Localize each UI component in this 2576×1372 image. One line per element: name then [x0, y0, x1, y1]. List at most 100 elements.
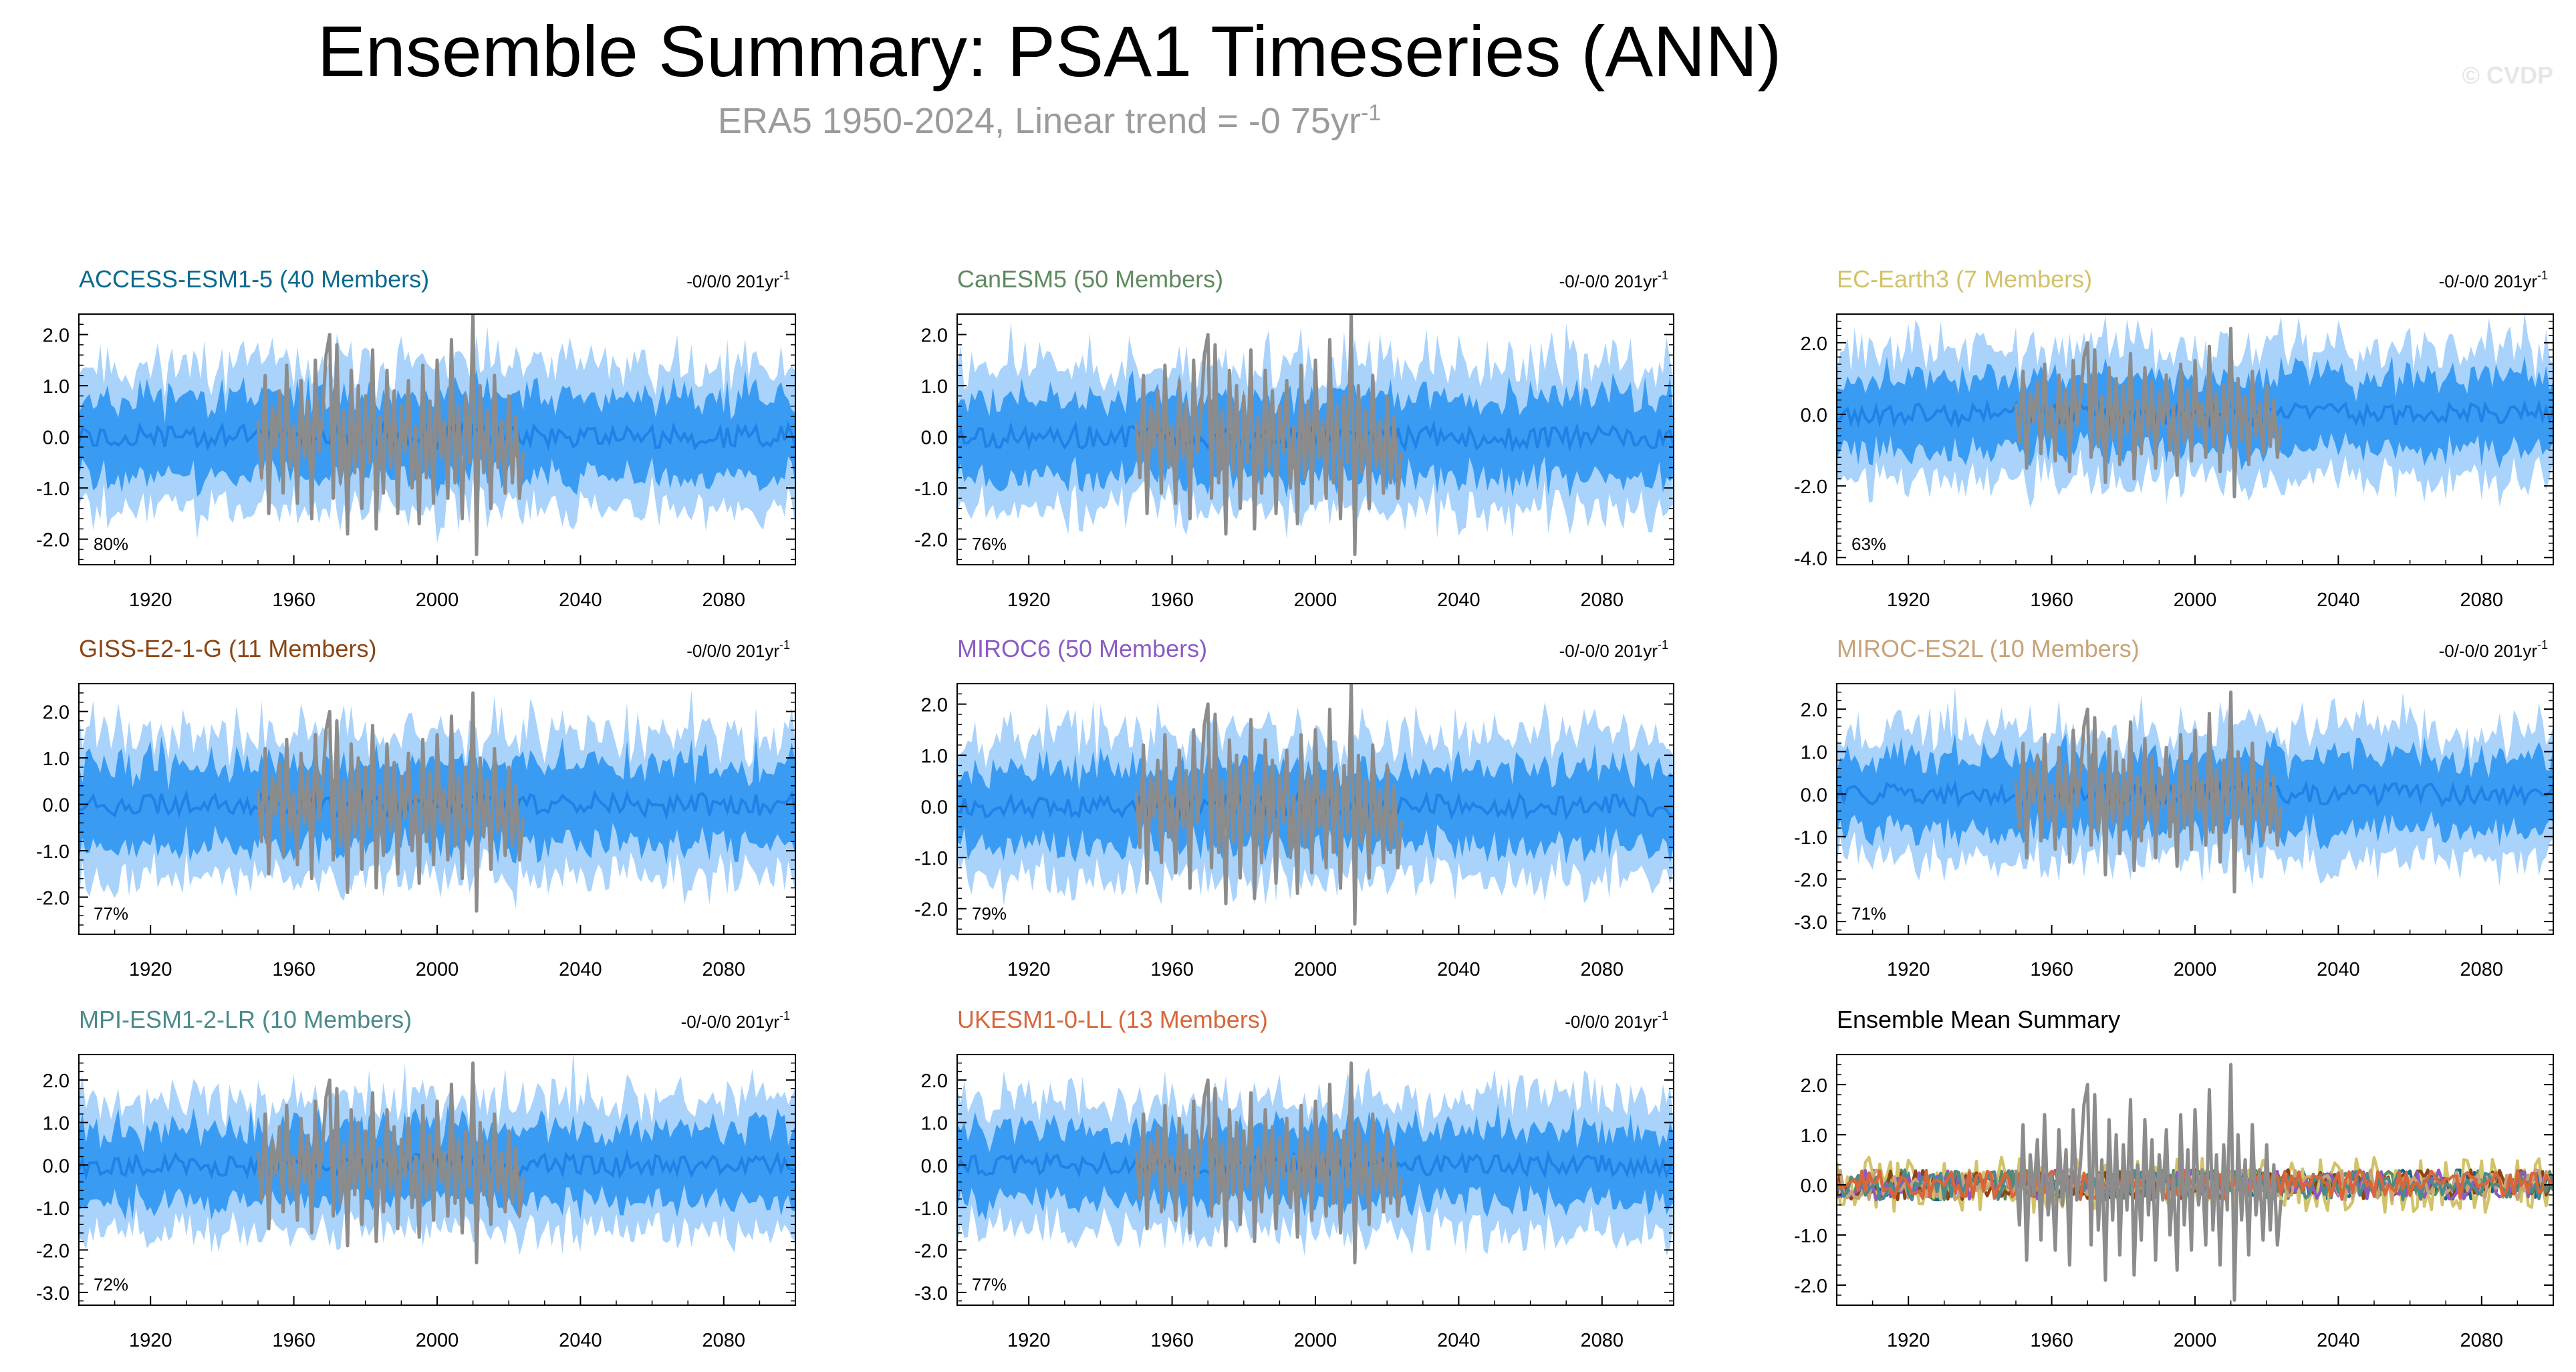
panel-title: MIROC-ES2L (10 Members)	[1837, 635, 2140, 662]
x-tick-label: 1960	[1150, 589, 1194, 611]
x-tick-label: 2000	[2174, 589, 2217, 611]
page-title: Ensemble Summary: PSA1 Timeseries (ANN)	[317, 11, 1782, 92]
x-tick-label: 2000	[1294, 959, 1337, 980]
series-line-ukesm1-0-ll	[1837, 1168, 2553, 1202]
ensemble-mean-line	[957, 420, 1674, 453]
observed-series-line	[2014, 690, 2283, 894]
x-tick-label: 2040	[2317, 959, 2360, 980]
plot-area	[957, 684, 1674, 926]
plot-area	[957, 314, 1674, 557]
y-tick-label: -1.0	[36, 1198, 70, 1220]
panel-trend-exponent: -1	[1658, 638, 1668, 652]
x-tick-label: 2040	[1437, 589, 1480, 611]
panel-title: MIROC6 (50 Members)	[957, 635, 1207, 662]
page-subtitle: ERA5 1950-2024, Linear trend = -0 75yr-1	[0, 100, 2099, 142]
y-tick-label: 2.0	[921, 695, 948, 716]
panel-2: CanESM5 (50 Members) -0/-0/0 201yr-1 2.0 1.…	[914, 265, 1674, 611]
panel-trend-exponent: -1	[2537, 269, 2548, 282]
y-tick-label: 0.0	[43, 1155, 70, 1177]
panel-7: MPI-ESM1-2-LR (10 Members) -0/-0/0 201yr-…	[36, 1006, 796, 1351]
panel-title: MPI-ESM1-2-LR (10 Members)	[79, 1006, 412, 1033]
plot-area	[79, 1055, 795, 1264]
panel-trend-exponent: -1	[779, 638, 790, 652]
panel-title: UKESM1-0-LL (13 Members)	[957, 1006, 1268, 1033]
y-tick-label: -4.0	[1794, 548, 1827, 569]
x-tick-label: 1960	[2030, 959, 2073, 980]
x-tick-label: 1960	[2030, 1330, 2073, 1351]
x-tick-label: 1960	[1150, 1330, 1194, 1351]
ensemble-mean-line	[79, 1149, 795, 1181]
y-tick-label: -2.0	[914, 1240, 948, 1262]
percent-label: 79%	[972, 904, 1007, 924]
x-tick-label: 1960	[272, 589, 315, 611]
y-tick-label: -1.0	[1794, 1226, 1827, 1247]
observed-series-line	[2014, 326, 2283, 499]
x-tick-label: 1920	[1887, 959, 1930, 980]
y-tick-label: 2.0	[921, 325, 948, 347]
y-tick-label: 0.0	[43, 428, 70, 449]
y-tick-label: 1.0	[921, 746, 948, 767]
x-tick-label: 1960	[272, 959, 315, 980]
watermark: © CVDP	[2462, 61, 2553, 89]
x-tick-label: 1960	[2030, 589, 2073, 611]
ensemble-mean-line	[957, 791, 1674, 821]
plot-area	[79, 689, 795, 913]
percent-label: 77%	[94, 904, 128, 924]
panel-title: Ensemble Mean Summary	[1837, 1006, 2120, 1033]
percent-label: 63%	[1851, 534, 1886, 554]
y-tick-label: -1.0	[1794, 827, 1827, 849]
y-tick-label: 1.0	[921, 1113, 948, 1135]
y-tick-label: -2.0	[36, 1240, 70, 1262]
x-tick-label: 1960	[272, 1330, 315, 1351]
x-tick-label: 2040	[559, 959, 602, 980]
panel-title: CanESM5 (50 Members)	[957, 265, 1223, 293]
plot-area	[79, 314, 795, 557]
inner-range-band	[79, 736, 795, 865]
x-tick-label: 2000	[2174, 959, 2217, 980]
x-tick-label: 2080	[702, 1330, 746, 1351]
ensemble-mean-line	[1837, 399, 2553, 429]
y-tick-label: 2.0	[1801, 333, 1827, 355]
panel-title: EC-Earth3 (7 Members)	[1837, 265, 2092, 293]
observed-series-line	[256, 314, 525, 557]
panel-5: MIROC6 (50 Members) -0/-0/0 201yr-1 2.0 1.0…	[914, 635, 1674, 980]
y-tick-label: 2.0	[1801, 700, 1827, 721]
y-tick-label: -2.0	[1794, 869, 1827, 891]
y-tick-label: -2.0	[1794, 476, 1827, 498]
percent-label: 77%	[972, 1274, 1007, 1294]
y-tick-label: 0.0	[921, 797, 948, 819]
plot-area	[1837, 686, 2553, 894]
panel-4: GISS-E2-1-G (11 Members) -0/0/0 201yr-1 2.…	[36, 635, 796, 980]
plot-area	[957, 1061, 1674, 1264]
x-tick-label: 1920	[129, 959, 172, 980]
panel-trend: -0/-0/0 201yr-1	[2439, 269, 2548, 291]
x-tick-label: 2080	[2460, 959, 2504, 980]
panel-title: ACCESS-ESM1-5 (40 Members)	[79, 265, 429, 293]
y-tick-label: -2.0	[914, 530, 948, 551]
x-tick-label: 2000	[416, 959, 459, 980]
panel-1: ACCESS-ESM1-5 (40 Members) -0/0/0 201yr-1…	[36, 265, 796, 611]
x-tick-label: 2000	[1294, 1330, 1337, 1351]
observed-series-line	[1134, 314, 1404, 557]
y-tick-label: 0.0	[921, 1155, 948, 1177]
x-tick-label: 2000	[416, 1330, 459, 1351]
ensemble-mean-line	[79, 788, 795, 821]
x-tick-label: 1920	[1007, 589, 1051, 611]
observed-series-line	[1134, 684, 1404, 926]
observed-series-line	[256, 691, 525, 913]
subtitle-text: ERA5 1950-2024, Linear trend = -0 75yr	[717, 101, 1361, 141]
series-line-mpi-esm1-2-lr	[1837, 1168, 2553, 1202]
x-tick-label: 1920	[1007, 1330, 1051, 1351]
ensemble-mean-line	[957, 1149, 1674, 1180]
y-tick-label: 0.0	[1801, 1176, 1827, 1197]
plot-area	[1837, 1063, 2553, 1302]
panel-trend: -0/0/0 201yr-1	[686, 638, 790, 661]
y-tick-label: -2.0	[914, 900, 948, 921]
y-tick-label: 1.0	[1801, 742, 1827, 764]
y-tick-label: -1.0	[914, 478, 948, 500]
x-tick-label: 2000	[2174, 1330, 2217, 1351]
panel-trend-exponent: -1	[779, 269, 790, 282]
inner-range-band	[957, 1103, 1674, 1220]
y-tick-label: 2.0	[43, 702, 70, 724]
x-tick-label: 1920	[1007, 959, 1051, 980]
